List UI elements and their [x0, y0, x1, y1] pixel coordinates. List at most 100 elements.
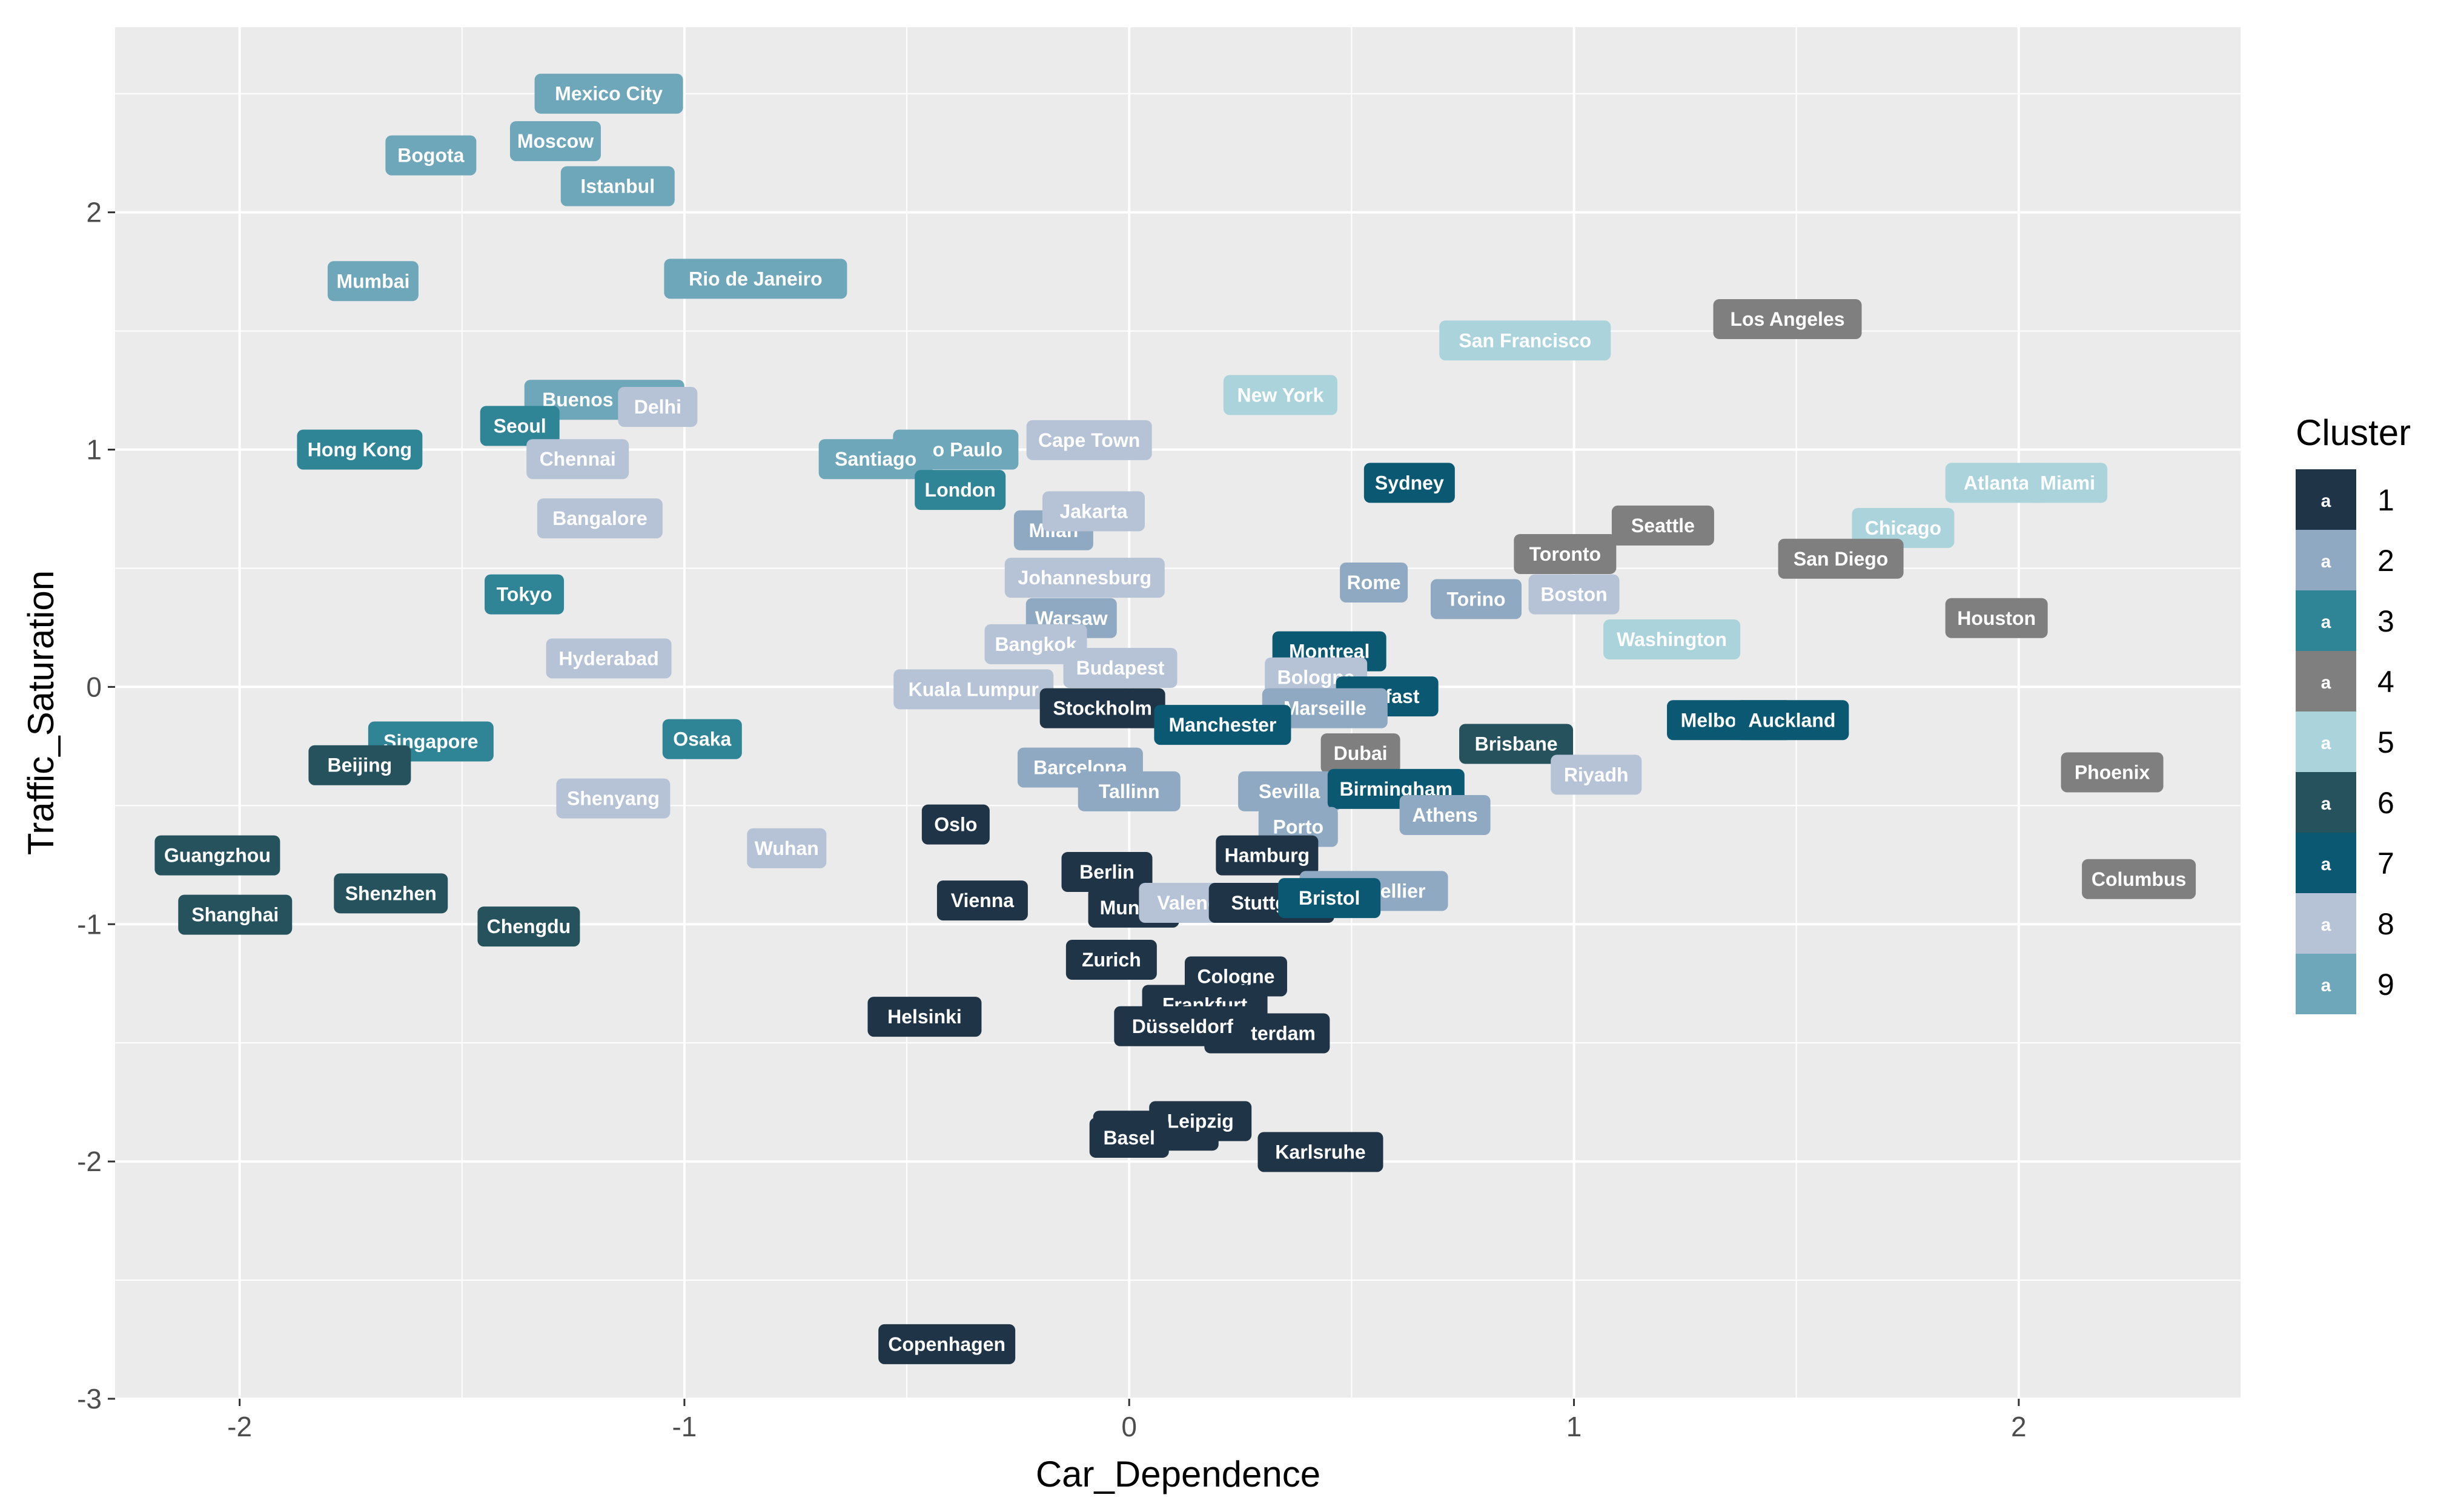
city-label-box — [1945, 598, 2048, 638]
city-label-box — [1257, 1132, 1383, 1172]
city-label: London — [915, 470, 1006, 510]
city-label-box — [509, 121, 601, 162]
city-label-text: San Francisco — [1459, 329, 1591, 351]
legend-label: 2 — [2377, 544, 2394, 578]
city-label: Seoul — [480, 406, 560, 446]
legend-label: 4 — [2377, 665, 2394, 699]
y-tick-label: -2 — [77, 1146, 102, 1177]
city-label: Hyderabad — [546, 638, 672, 679]
y-tick-label: 0 — [86, 671, 102, 702]
city-label-text: Moscow — [517, 130, 594, 152]
city-label-text: Mexico City — [555, 83, 663, 105]
city-label: Tallinn — [1078, 771, 1181, 811]
city-label-box — [327, 261, 419, 302]
y-tick-label: -3 — [77, 1383, 102, 1415]
city-label-text: Karlsruhe — [1275, 1141, 1365, 1163]
city-label-box — [1852, 507, 1955, 548]
city-label-text: Washington — [1617, 629, 1727, 650]
city-label-text: Bangkok — [995, 633, 1076, 655]
city-label-box — [984, 624, 1087, 664]
city-label: Tokyo — [485, 574, 565, 615]
city-label-text: Los Angeles — [1730, 308, 1844, 330]
city-label-text: Beijing — [328, 754, 393, 776]
city-label-box — [1320, 733, 1400, 774]
city-label: Shenyang — [556, 778, 671, 819]
legend-title: Cluster — [2296, 412, 2411, 453]
city-label-box — [1026, 420, 1152, 460]
y-axis-ticks: -3 -2 -1 0 1 2 — [77, 197, 115, 1415]
city-label-text: Zurich — [1082, 949, 1141, 971]
legend-key — [2296, 530, 2356, 590]
city-label: Mumbai — [327, 261, 419, 302]
city-label-box — [1114, 1006, 1251, 1046]
city-label: Washington — [1603, 619, 1741, 660]
city-label: Houston — [1945, 598, 2048, 638]
city-label-box — [747, 828, 827, 868]
legend-key-glyph: a — [2321, 673, 2331, 693]
legend-label: 9 — [2377, 968, 2394, 1002]
city-label-text: Berlin — [1079, 861, 1135, 883]
city-label-box — [1735, 700, 1849, 741]
city-label: Basel — [1089, 1117, 1169, 1158]
legend: Cluster a 1a 2a 3a 4a 5a 6a 7a 8a 9 — [2296, 412, 2411, 1014]
city-label-text: Seoul — [494, 415, 546, 437]
city-label: Stockholm — [1039, 688, 1165, 728]
city-label-box — [1065, 940, 1157, 980]
city-label-text: Sevilla — [1259, 781, 1320, 802]
city-label-box — [936, 880, 1028, 921]
city-label: Istanbul — [560, 166, 675, 206]
city-label: Chicago — [1852, 507, 1955, 548]
city-label: Rio de Janeiro — [664, 259, 847, 299]
city-label-text: Torino — [1446, 588, 1505, 610]
city-label: Torino — [1430, 579, 1522, 619]
city-label: Chengdu — [477, 906, 580, 947]
city-label-box — [1154, 705, 1291, 745]
city-label-text: Marseille — [1284, 698, 1366, 719]
y-axis-title: Traffic_Saturation — [21, 570, 61, 855]
city-label-text: Delhi — [634, 396, 681, 418]
city-label-text: Budapest — [1076, 657, 1165, 679]
legend-key — [2296, 711, 2356, 772]
city-label-text: Tokyo — [497, 584, 552, 606]
city-label-text: Oslo — [934, 814, 977, 836]
city-label-text: Istanbul — [580, 176, 655, 197]
city-label-box — [1399, 795, 1491, 836]
city-label: Düsseldorf — [1114, 1006, 1251, 1046]
legend-label: 5 — [2377, 725, 2394, 759]
city-label: New York — [1223, 375, 1337, 415]
city-label: Vienna — [936, 880, 1028, 921]
city-label: Leipzig — [1149, 1101, 1252, 1141]
city-label-text: Santiago — [835, 448, 916, 470]
city-label-box — [546, 638, 672, 679]
city-label-text: Columbus — [2092, 868, 2186, 890]
city-label: Bangkok — [984, 624, 1087, 664]
city-label: Wuhan — [747, 828, 827, 868]
city-label-box — [664, 259, 847, 299]
city-label: Guangzhou — [154, 835, 280, 876]
city-label: Miami — [2028, 463, 2108, 503]
city-label-box — [1363, 463, 1455, 503]
legend-key-glyph: a — [2321, 491, 2331, 511]
city-label-box — [1778, 538, 1904, 579]
city-label-text: Sydney — [1375, 472, 1444, 494]
city-label: Phoenix — [2061, 752, 2164, 793]
x-tick-label: 2 — [2011, 1411, 2027, 1442]
city-label: San Francisco — [1439, 320, 1611, 361]
city-label: Los Angeles — [1713, 299, 1862, 339]
city-label: Athens — [1399, 795, 1491, 836]
city-label-box — [1238, 771, 1341, 811]
city-label: Zurich — [1065, 940, 1157, 980]
x-axis-ticks: -2 -1 0 1 2 — [227, 1399, 2027, 1442]
city-label-box — [1223, 375, 1337, 415]
city-label-box — [526, 439, 629, 480]
y-tick-label: -1 — [77, 908, 102, 940]
city-label-text: Düsseldorf — [1132, 1015, 1233, 1037]
legend-key — [2296, 954, 2356, 1014]
city-label-text: Chennai — [540, 448, 616, 470]
point-labels: Mexico City Moscow Bogota Istanbul Mumbai Rio… — [154, 73, 2196, 1364]
city-label-box — [2082, 859, 2196, 899]
city-label-text: Johannesburg — [1018, 567, 1151, 589]
legend-label: 1 — [2377, 483, 2394, 517]
